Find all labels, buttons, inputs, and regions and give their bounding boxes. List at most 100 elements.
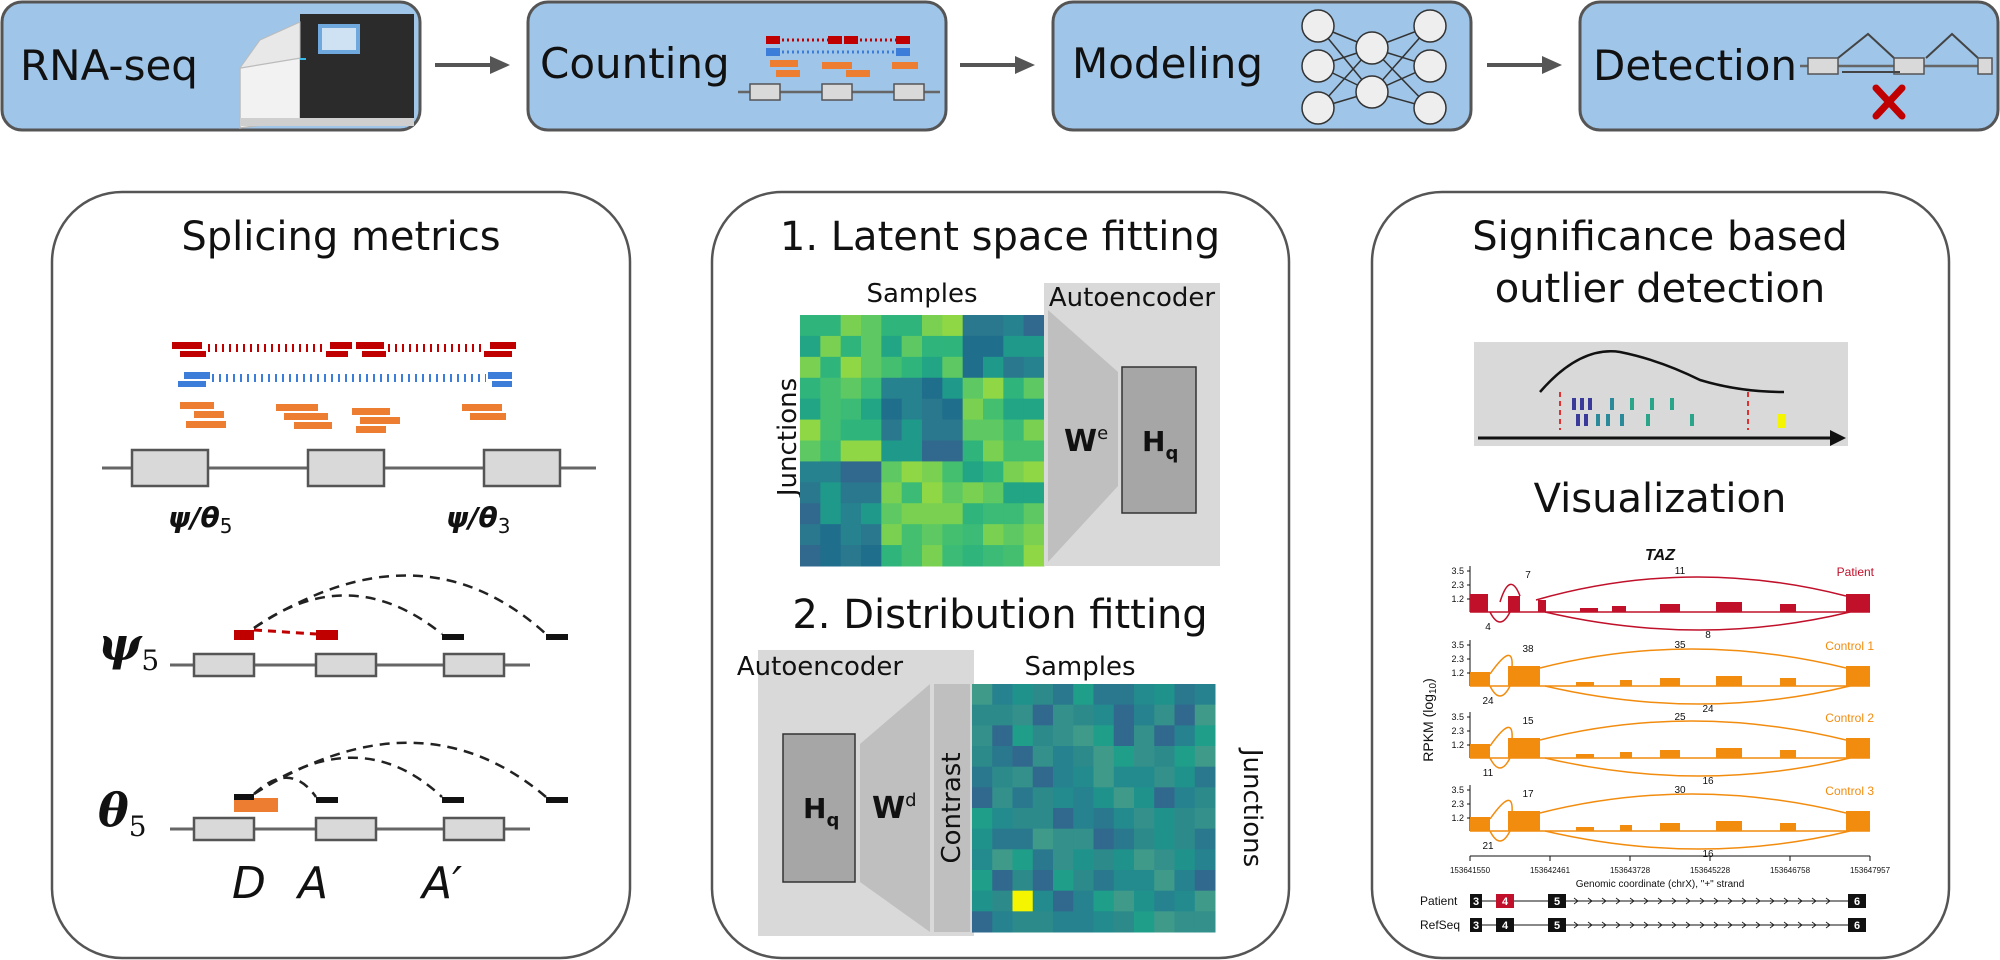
- cross-icon: [1872, 84, 1906, 120]
- heatmap-cell: [800, 315, 821, 337]
- heatmap-cell: [1032, 704, 1054, 726]
- site-d: D: [232, 858, 266, 909]
- heatmap-cell: [1134, 849, 1155, 871]
- heatmap-cell: [983, 545, 1004, 567]
- heatmap-cell: [1093, 704, 1115, 726]
- heatmap-cell: [861, 398, 882, 421]
- heatmap-cell: [992, 725, 1013, 747]
- heatmap-cell: [820, 419, 842, 441]
- sashimi-ytick-label: 2.3: [1451, 580, 1464, 590]
- heatmap-cell: [1113, 725, 1135, 747]
- sequencer-icon: [238, 14, 414, 129]
- heatmap-cell: [881, 315, 903, 337]
- gene-model-track: Patient 3 4 5 6: [1420, 894, 1866, 908]
- coverage-block: [1508, 666, 1540, 686]
- heatmap-cell: [1154, 808, 1175, 830]
- heatmap-cell: [800, 482, 821, 504]
- heatmap-cell: [972, 828, 993, 850]
- heatmap-cell: [1073, 808, 1094, 830]
- heatmap-cell: [972, 911, 993, 933]
- heatmap-cell: [861, 545, 882, 567]
- heatmap-cell: [1194, 849, 1216, 871]
- heatmap-cell: [1154, 684, 1175, 706]
- heatmap-cell: [962, 482, 984, 504]
- significance-title-line2: outlier detection: [1495, 266, 1825, 312]
- junction-arc: [1544, 611, 1851, 631]
- heatmap-cell: [1093, 746, 1115, 768]
- exon-number: 6: [1854, 920, 1860, 932]
- heatmap-cell: [1053, 746, 1074, 768]
- heatmap-cell: [922, 503, 943, 525]
- red-reads: [172, 342, 516, 357]
- heatmap-cell: [992, 808, 1013, 830]
- heatmap-cell: [992, 766, 1013, 788]
- heatmap-cell: [962, 419, 984, 441]
- sashimi-xticks: 153641550 153642461 153643728 153645228 1536…: [1450, 856, 1891, 875]
- heatmap-cell: [901, 482, 923, 504]
- heatmap-cell: [800, 524, 821, 546]
- heatmap-cell: [820, 503, 842, 525]
- heatmap-cell: [901, 440, 923, 462]
- strand-arrow: [1643, 921, 1649, 929]
- heatmap-cell: [1174, 849, 1196, 871]
- heatmap-cell: [922, 315, 943, 337]
- sashimi-ytick-label: 3.5: [1451, 566, 1464, 576]
- heatmap-cell: [820, 545, 842, 567]
- heatmap-cell: [1073, 746, 1094, 768]
- coverage-block: [1620, 680, 1632, 686]
- heatmap-cell: [1113, 787, 1135, 809]
- heatmap-cell: [1113, 828, 1135, 850]
- heatmap-cell: [962, 545, 984, 567]
- heatmap-cell: [1032, 787, 1054, 809]
- heatmap-cell: [1154, 704, 1175, 726]
- strand-arrow: [1825, 897, 1831, 905]
- heatmap-cell: [972, 766, 993, 788]
- arrow-2: [960, 56, 1035, 74]
- coverage-block: [1780, 750, 1796, 758]
- heatmap-cell: [901, 503, 923, 525]
- wd-label: Wd: [872, 790, 917, 826]
- heatmap-cell: [1073, 787, 1094, 809]
- exon-number: 6: [1854, 896, 1860, 908]
- heatmap-cell: [922, 482, 943, 504]
- gene-model-name: Patient: [1420, 894, 1458, 908]
- heatmap-cell: [942, 545, 964, 567]
- heatmap-cell: [1012, 870, 1034, 892]
- heatmap-cell: [1113, 684, 1135, 706]
- heatmap-cell: [1003, 356, 1025, 379]
- junction-arc: [1489, 726, 1513, 747]
- heatmap-cell: [1032, 725, 1054, 747]
- heatmap-cell: [1174, 808, 1196, 830]
- junction-count: 15: [1522, 716, 1534, 727]
- strand-arrow: [1825, 921, 1831, 929]
- gene-model-name: RefSeq: [1420, 918, 1460, 932]
- heatmap-cell: [972, 704, 993, 726]
- latent-junctions-label: Junctions: [773, 378, 803, 498]
- heatmap-cell: [1053, 911, 1074, 933]
- heatmap-cell: [1053, 787, 1074, 809]
- heatmap-cell: [901, 315, 923, 337]
- heatmap-cell: [1032, 828, 1054, 850]
- heatmap-cell: [840, 461, 862, 483]
- heatmap-cell: [972, 808, 993, 830]
- heatmap-cell: [1003, 524, 1025, 546]
- latent-samples-label: Samples: [866, 279, 977, 309]
- heatmap-cell: [1003, 503, 1025, 525]
- heatmap-cell: [1093, 849, 1115, 871]
- heatmap-cell: [942, 335, 964, 358]
- heatmap-cell: [962, 503, 984, 525]
- heatmap-cell: [861, 461, 882, 483]
- strand-arrow: [1741, 897, 1747, 905]
- strand-arrow: [1713, 897, 1719, 905]
- strand-arrow: [1769, 897, 1775, 905]
- heatmap-cell: [992, 746, 1013, 768]
- contrast-label: Contrast: [937, 752, 967, 863]
- junction-arc: [1489, 830, 1511, 842]
- heatmap-cell: [1012, 849, 1034, 871]
- junction-count: 7: [1525, 570, 1531, 581]
- exon-number: 4: [1502, 896, 1509, 908]
- junction-count: 8: [1705, 630, 1711, 641]
- heatmap-cell: [942, 419, 964, 441]
- panel-significance: Significance based outlier detection: [1370, 190, 1951, 960]
